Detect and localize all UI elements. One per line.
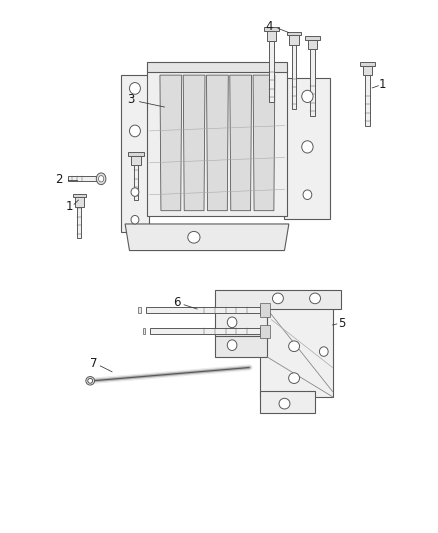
Bar <box>146 307 261 313</box>
Bar <box>365 75 370 126</box>
Bar <box>363 66 372 75</box>
Ellipse shape <box>310 293 321 304</box>
Ellipse shape <box>289 341 300 352</box>
Ellipse shape <box>188 231 200 243</box>
Bar <box>292 45 296 109</box>
Ellipse shape <box>279 398 290 409</box>
Ellipse shape <box>303 190 312 199</box>
Bar <box>128 152 144 156</box>
Polygon shape <box>261 391 315 413</box>
Text: 3: 3 <box>127 93 134 106</box>
Bar <box>305 36 320 39</box>
Polygon shape <box>215 290 341 309</box>
Polygon shape <box>147 70 287 216</box>
Bar <box>150 328 261 334</box>
Ellipse shape <box>302 90 313 102</box>
Bar <box>261 305 267 315</box>
Polygon shape <box>160 75 182 211</box>
Polygon shape <box>253 75 275 211</box>
Bar <box>73 193 86 197</box>
Ellipse shape <box>130 83 141 94</box>
Polygon shape <box>183 75 205 211</box>
Ellipse shape <box>272 293 283 304</box>
Polygon shape <box>206 75 228 211</box>
Bar <box>68 176 101 181</box>
Ellipse shape <box>131 188 139 196</box>
Polygon shape <box>125 224 289 251</box>
Polygon shape <box>147 62 287 72</box>
Bar <box>261 303 270 317</box>
Ellipse shape <box>319 347 328 357</box>
Ellipse shape <box>88 378 92 383</box>
Ellipse shape <box>227 340 237 351</box>
Bar <box>138 307 141 313</box>
Polygon shape <box>285 78 330 219</box>
Ellipse shape <box>302 141 313 153</box>
Polygon shape <box>261 296 332 397</box>
Text: 2: 2 <box>55 173 63 187</box>
Ellipse shape <box>99 175 104 182</box>
Bar <box>75 197 84 207</box>
Ellipse shape <box>96 173 106 184</box>
Bar <box>143 328 145 334</box>
Bar <box>78 207 81 238</box>
Bar <box>134 165 138 200</box>
Text: 7: 7 <box>90 357 97 370</box>
Bar <box>310 49 314 116</box>
Bar <box>360 62 374 66</box>
Ellipse shape <box>130 125 141 137</box>
Text: 1: 1 <box>379 78 386 91</box>
Ellipse shape <box>227 317 237 328</box>
Bar <box>289 35 299 45</box>
Bar <box>307 39 317 49</box>
Text: 1: 1 <box>66 200 74 213</box>
Polygon shape <box>230 75 251 211</box>
Ellipse shape <box>86 376 95 385</box>
Bar <box>287 31 301 35</box>
Polygon shape <box>215 309 267 336</box>
Bar <box>131 156 141 165</box>
Polygon shape <box>121 75 149 232</box>
Text: 6: 6 <box>173 296 180 309</box>
Bar <box>261 327 267 336</box>
Polygon shape <box>215 336 267 357</box>
Bar <box>261 325 270 338</box>
Bar <box>267 31 276 41</box>
Bar <box>264 27 279 31</box>
Ellipse shape <box>289 373 300 383</box>
Bar <box>269 41 274 102</box>
Text: 5: 5 <box>339 318 346 330</box>
Text: 4: 4 <box>265 20 273 33</box>
Ellipse shape <box>131 215 139 224</box>
